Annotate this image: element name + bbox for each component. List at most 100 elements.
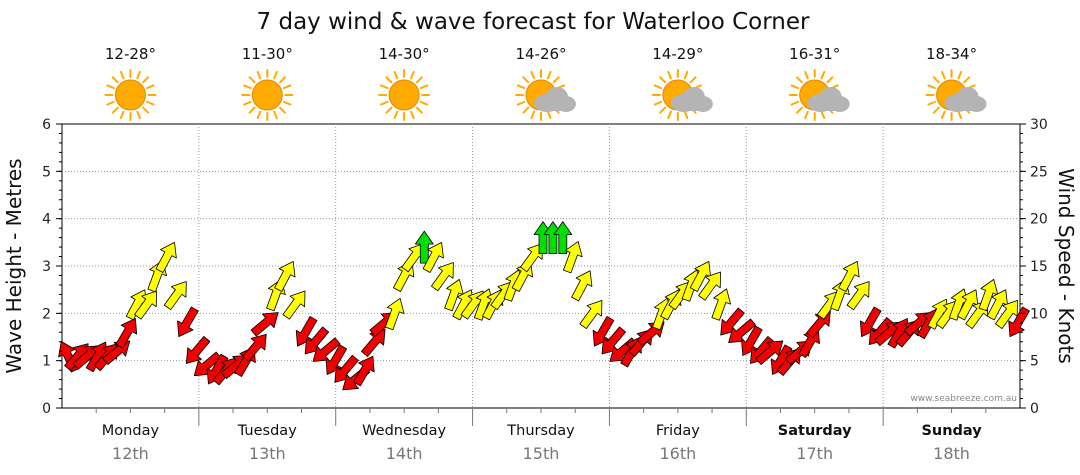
wind-arrow bbox=[553, 221, 573, 255]
sun-ray bbox=[419, 84, 429, 90]
cloud-base bbox=[812, 103, 845, 111]
right-tick-label: 25 bbox=[1030, 164, 1048, 180]
wind-arrow bbox=[185, 335, 211, 364]
sun-ray bbox=[256, 70, 262, 80]
sun-ray bbox=[282, 84, 292, 90]
sun-ray bbox=[243, 100, 252, 106]
sun-ray bbox=[941, 110, 946, 120]
right-tick-label: 5 bbox=[1030, 354, 1039, 370]
right-tick-label: 15 bbox=[1030, 259, 1048, 275]
sun-ray bbox=[393, 110, 399, 120]
partly-cloudy-icon bbox=[788, 69, 850, 121]
sun-ray bbox=[106, 100, 115, 106]
sun-ray bbox=[106, 84, 115, 90]
wind-arrow bbox=[422, 241, 444, 273]
wind-arrow bbox=[242, 333, 267, 362]
day-name-label: Wednesday bbox=[362, 423, 446, 439]
day-date-label: 17th bbox=[796, 444, 833, 463]
sun-ray bbox=[796, 76, 803, 84]
partly-cloudy-icon bbox=[651, 69, 713, 121]
day-name-label: Sunday bbox=[921, 423, 982, 439]
wind-arrow bbox=[563, 241, 583, 274]
temperature-range: 18-34° bbox=[926, 45, 977, 63]
sun-ray bbox=[683, 110, 689, 120]
sun-ray bbox=[256, 110, 262, 120]
sun-ray bbox=[667, 110, 672, 120]
sun-ray bbox=[393, 70, 399, 80]
sun-ray bbox=[111, 106, 119, 114]
cloud-base bbox=[539, 103, 571, 111]
cloud-icon bbox=[944, 87, 987, 112]
wind-arrow bbox=[520, 243, 543, 273]
wind-arrow bbox=[571, 270, 593, 302]
wind-arrow bbox=[579, 299, 603, 329]
sun-ray bbox=[546, 110, 552, 120]
sun-ray bbox=[119, 110, 125, 120]
cloud-base bbox=[949, 103, 982, 111]
sun-ray bbox=[385, 106, 393, 114]
sun-ray bbox=[380, 100, 389, 106]
sun-ray bbox=[522, 106, 530, 114]
right-tick-label: 10 bbox=[1030, 306, 1048, 322]
sun-ray bbox=[415, 106, 423, 114]
left-tick-label: 3 bbox=[42, 259, 51, 275]
sun-ray bbox=[273, 70, 278, 80]
sun-ray bbox=[957, 70, 963, 80]
day-date-label: 13th bbox=[249, 444, 286, 463]
sun-ray bbox=[410, 110, 415, 120]
wind-arrow bbox=[361, 329, 386, 357]
sun-ray bbox=[279, 106, 286, 114]
sun-ray bbox=[804, 110, 809, 120]
sun-ray bbox=[530, 110, 536, 120]
sun-ray bbox=[653, 100, 663, 106]
left-tick-label: 2 bbox=[42, 306, 51, 322]
sun-ray bbox=[927, 84, 936, 90]
sun-ray bbox=[796, 106, 803, 114]
day-name-label: Saturday bbox=[778, 423, 852, 439]
wind-arrow bbox=[250, 312, 279, 337]
day-date-label: 15th bbox=[523, 444, 560, 463]
cloud-icon bbox=[807, 87, 850, 112]
sun-ray bbox=[415, 76, 423, 84]
wind-arrow bbox=[115, 318, 138, 349]
wind-arrow bbox=[177, 306, 199, 338]
sun-ray bbox=[248, 106, 256, 114]
sun-ray bbox=[136, 70, 141, 80]
sun-ray bbox=[142, 106, 150, 114]
temperature-range: 14-26° bbox=[515, 45, 566, 63]
sun-ray bbox=[516, 84, 526, 90]
sun-ray bbox=[826, 76, 834, 84]
sun-ray bbox=[516, 100, 526, 106]
left-tick-label: 0 bbox=[42, 401, 51, 417]
sun-icon bbox=[241, 69, 294, 121]
right-tick-label: 30 bbox=[1030, 117, 1048, 133]
temperature-range: 14-30° bbox=[379, 45, 430, 63]
wind-arrow bbox=[698, 271, 722, 301]
sun-ray bbox=[653, 84, 663, 90]
cloud-icon bbox=[670, 87, 713, 112]
wind-arrow bbox=[859, 306, 882, 338]
sun-ray bbox=[932, 76, 940, 84]
right-axis-title: Wind Speed - Knots bbox=[1054, 168, 1078, 364]
sun-ray bbox=[119, 70, 125, 80]
wind-arrow bbox=[592, 316, 615, 347]
sun-ray bbox=[667, 70, 672, 80]
wind-arrow bbox=[312, 337, 341, 362]
sun-ray bbox=[820, 70, 826, 80]
wind-arrow bbox=[711, 288, 731, 321]
sun-ray bbox=[146, 100, 155, 106]
sun-ray bbox=[659, 76, 667, 84]
sun-icon bbox=[104, 69, 157, 121]
wind-arrow bbox=[430, 262, 454, 292]
sun-ray bbox=[136, 110, 141, 120]
wind-arrow bbox=[414, 230, 434, 264]
cloud-icon bbox=[534, 87, 576, 112]
wind-arrow bbox=[295, 316, 318, 347]
wind-arrows bbox=[58, 221, 1030, 391]
wind-arrow bbox=[155, 241, 177, 273]
wind-arrow bbox=[741, 325, 763, 356]
partly-cloudy-icon bbox=[925, 69, 987, 121]
sun-ray bbox=[689, 76, 697, 84]
